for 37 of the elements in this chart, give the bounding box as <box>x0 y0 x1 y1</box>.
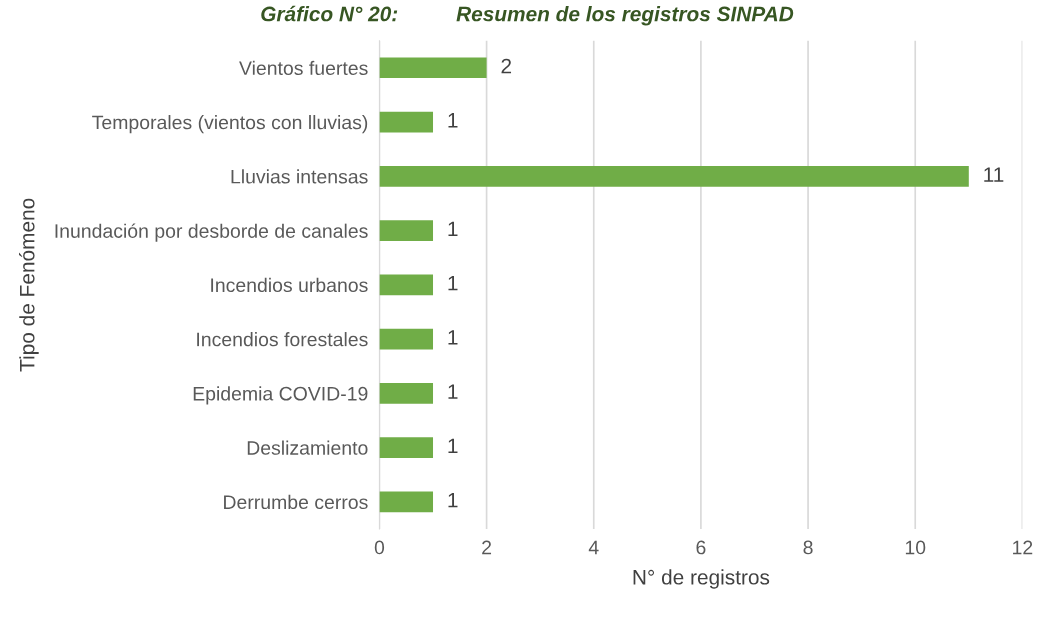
x-tick-label: 2 <box>482 540 492 555</box>
bar <box>379 57 487 79</box>
y-tick-label: Temporales (vientos con lluvias) <box>92 115 368 134</box>
chart-title: Gráfico N° 20: Resumen de los registros SINPAD <box>261 5 794 26</box>
bar <box>379 111 434 133</box>
data-label: 2 <box>501 58 512 74</box>
data-label: 1 <box>448 384 458 399</box>
y-tick-label: Derrumbe cerros <box>224 494 368 510</box>
y-tick-label: Incendios urbanos <box>211 277 368 293</box>
data-label: 1 <box>448 330 458 345</box>
bar <box>379 274 434 296</box>
bar <box>379 437 434 458</box>
bar <box>379 166 969 187</box>
x-tick-label: 10 <box>905 540 926 555</box>
data-label: 1 <box>448 221 458 236</box>
y-tick-label: Vientos fuertes <box>239 60 368 76</box>
bar <box>379 491 434 513</box>
x-tick-label: 4 <box>588 540 599 555</box>
data-label: 1 <box>448 113 458 128</box>
bar <box>379 328 434 350</box>
y-tick-label: Incendios forestales <box>197 332 368 347</box>
data-label: 1 <box>448 275 458 291</box>
data-label: 11 <box>984 167 1004 182</box>
y-tick-label: Epidemia COVID-19 <box>193 386 368 405</box>
y-tick-label: Inundación por desborde de canales <box>55 223 368 242</box>
x-tick-label: 6 <box>696 540 706 555</box>
x-axis-title: N° de registros <box>633 569 770 589</box>
data-label: 1 <box>448 438 458 453</box>
x-tick-label: 12 <box>1013 540 1033 555</box>
x-tick-label: 0 <box>374 540 385 555</box>
bar <box>379 383 434 404</box>
y-tick-label: Lluvias intensas <box>231 169 368 184</box>
bar <box>379 220 434 241</box>
y-tick-label: Deslizamiento <box>247 440 368 455</box>
data-label: 1 <box>448 492 458 508</box>
y-axis-title: Tipo de Fenómeno <box>19 198 39 372</box>
x-tick-label: 8 <box>803 540 813 555</box>
